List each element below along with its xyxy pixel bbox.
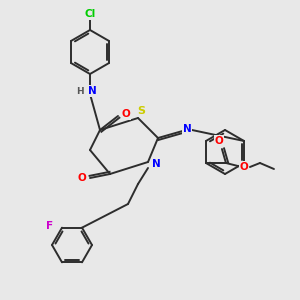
Text: N: N — [88, 86, 96, 96]
Text: Cl: Cl — [84, 9, 96, 19]
Text: N: N — [152, 159, 160, 169]
Text: O: O — [240, 162, 248, 172]
Text: O: O — [78, 173, 86, 183]
Text: O: O — [214, 136, 223, 146]
Text: F: F — [46, 221, 54, 231]
Text: S: S — [137, 106, 145, 116]
Text: H: H — [76, 88, 84, 97]
Text: O: O — [122, 109, 130, 119]
Text: N: N — [183, 124, 191, 134]
